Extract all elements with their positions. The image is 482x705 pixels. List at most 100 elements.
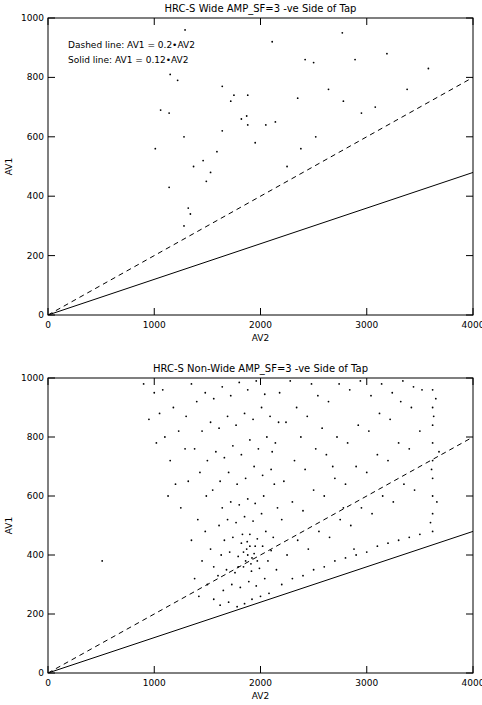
scatter-point (101, 560, 103, 562)
scatter-point (244, 413, 246, 415)
scatter-point (432, 424, 434, 426)
scatter-point (193, 166, 195, 168)
x-tick-top (260, 378, 261, 385)
scatter-point (235, 424, 237, 426)
y-tick-right (466, 614, 473, 615)
scatter-point (221, 85, 223, 87)
scatter-point (191, 539, 193, 541)
scatter-point (342, 100, 344, 102)
x-tick-label: 0 (45, 678, 51, 688)
scatter-point (432, 513, 434, 515)
x-tick-label: 1000 (143, 320, 166, 330)
scatter-point (167, 495, 169, 497)
scatter-point (216, 151, 218, 153)
x-tick-top (260, 18, 261, 25)
scatter-point (210, 172, 212, 174)
scatter-point (311, 383, 313, 385)
scatter-point (254, 502, 256, 504)
y-tick-right (466, 18, 473, 19)
scatter-point (261, 407, 263, 409)
y-tick-right (466, 673, 473, 674)
scatter-point (180, 507, 182, 509)
scatter-point (306, 415, 308, 417)
scatter-point (249, 439, 251, 441)
scatter-point (387, 542, 389, 544)
scatter-point (277, 507, 279, 509)
y-tick (48, 437, 55, 438)
scatter-point (205, 495, 207, 497)
y-tick (48, 496, 55, 497)
scatter-point (413, 386, 415, 388)
scatter-point (419, 430, 421, 432)
y-tick-right (466, 555, 473, 556)
scatter-point (205, 180, 207, 182)
scatter-point (403, 483, 405, 485)
scatter-point (274, 121, 276, 123)
scatter-point (213, 598, 215, 600)
scatter-point (213, 566, 215, 568)
scatter-point (286, 554, 288, 556)
scatter-point (354, 59, 356, 61)
scatter-point (250, 563, 252, 565)
scatter-point (218, 525, 220, 527)
scatter-point (252, 520, 254, 522)
scatter-point (221, 130, 223, 132)
scatter-point (198, 595, 200, 597)
scatter-point (232, 445, 234, 447)
x-axis-label: AV2 (252, 333, 269, 343)
scatter-point (238, 382, 240, 384)
scatter-point (191, 383, 193, 385)
x-tick-top (473, 378, 474, 385)
y-axis-label: AV1 (4, 158, 14, 175)
scatter-point (376, 454, 378, 456)
scatter-point (251, 570, 253, 572)
scatter-point (230, 501, 232, 503)
scatter-point (355, 466, 357, 468)
scatter-point (238, 504, 240, 506)
scatter-point (253, 553, 255, 555)
scatter-point (286, 166, 288, 168)
scatter-point (267, 560, 269, 562)
scatter-point (240, 454, 242, 456)
scatter-point (432, 407, 434, 409)
scatter-point (164, 436, 166, 438)
scatter-point (242, 533, 244, 535)
x-tick-label: 4000 (462, 320, 482, 330)
scatter-point (302, 510, 304, 512)
scatter-point (421, 389, 423, 391)
scatter-point (148, 418, 150, 420)
scatter-point (370, 395, 372, 397)
scatter-point (201, 560, 203, 562)
scatter-point (433, 415, 435, 417)
scatter-point (318, 531, 320, 533)
scatter-point (232, 536, 234, 538)
y-tick (48, 196, 55, 197)
scatter-point (169, 74, 171, 76)
scatter-point (239, 587, 241, 589)
scatter-point (206, 460, 208, 462)
scatter-point (243, 551, 245, 553)
scatter-point (247, 389, 249, 391)
x-tick (154, 308, 155, 315)
y-tick-label: 400 (27, 191, 44, 201)
scatter-point (350, 525, 352, 527)
scatter-point (227, 519, 229, 521)
scatter-point (410, 407, 412, 409)
scatter-point (247, 554, 249, 556)
scatter-point (257, 448, 259, 450)
figure: HRC-S Wide AMP_SF=3 -ve Side of Tap01000… (0, 0, 482, 705)
scatter-point (300, 436, 302, 438)
scatter-point (355, 554, 357, 556)
scatter-point (408, 536, 410, 538)
scatter-point (194, 448, 196, 450)
scatter-point (236, 606, 238, 608)
y-tick-label: 800 (27, 432, 44, 442)
y-tick-right (466, 136, 473, 137)
scatter-point (296, 407, 298, 409)
scatter-point (408, 448, 410, 450)
scatter-point (349, 389, 351, 391)
scatter-point (219, 480, 221, 482)
x-tick-top (154, 378, 155, 385)
scatter-point (215, 451, 217, 453)
x-tick-top (366, 378, 367, 385)
